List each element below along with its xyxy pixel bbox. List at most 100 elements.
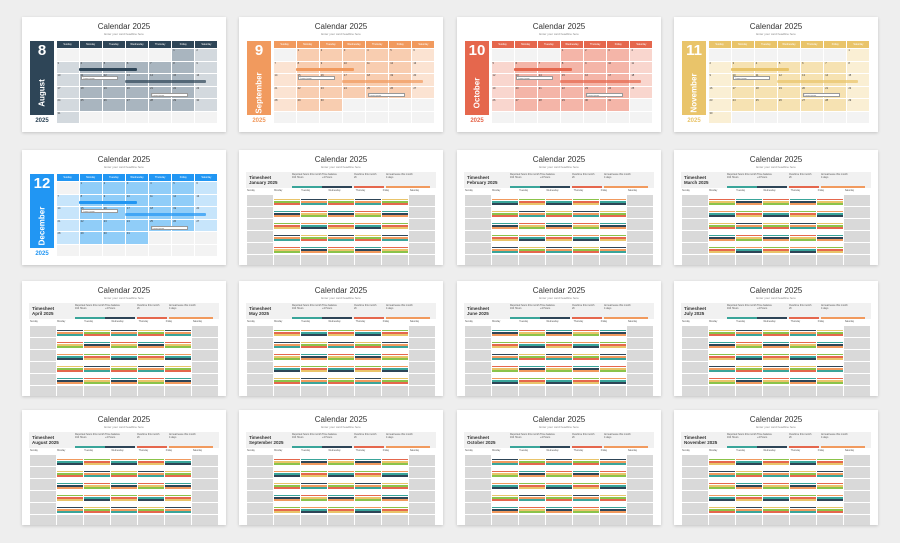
day-cell[interactable] <box>817 479 844 490</box>
day-cell[interactable] <box>754 111 777 123</box>
day-cell[interactable]: 29 <box>296 99 319 111</box>
slide-thumbnail[interactable]: Calendar 2025 Enter your card headline he… <box>457 410 661 525</box>
day-cell[interactable]: 10 <box>125 194 149 206</box>
day-cell[interactable] <box>192 503 219 514</box>
day-cell[interactable]: 21 <box>149 86 172 98</box>
day-cell[interactable] <box>273 219 300 230</box>
day-cell[interactable] <box>817 374 844 385</box>
day-cell[interactable] <box>817 362 844 373</box>
day-cell[interactable] <box>195 244 218 256</box>
day-cell[interactable] <box>246 491 273 502</box>
day-cell[interactable] <box>708 467 735 478</box>
day-cell[interactable] <box>681 503 708 514</box>
day-cell[interactable] <box>735 467 762 478</box>
day-cell[interactable] <box>573 386 600 396</box>
day-cell[interactable] <box>627 467 654 478</box>
day-cell[interactable]: 11 <box>366 61 389 73</box>
day-cell[interactable] <box>464 243 491 254</box>
day-cell[interactable] <box>790 386 817 396</box>
day-cell[interactable] <box>300 467 327 478</box>
day-cell[interactable] <box>110 362 138 373</box>
day-cell[interactable] <box>355 243 382 254</box>
day-cell[interactable] <box>491 326 518 337</box>
day-cell[interactable] <box>409 243 436 254</box>
day-cell[interactable] <box>735 374 762 385</box>
day-cell[interactable] <box>327 231 355 242</box>
day-cell[interactable] <box>192 338 219 349</box>
day-cell[interactable] <box>545 479 573 490</box>
day-cell[interactable] <box>29 326 56 337</box>
day-cell[interactable] <box>844 243 871 254</box>
day-cell[interactable] <box>817 326 844 337</box>
day-cell[interactable]: 22 <box>79 219 102 231</box>
day-cell[interactable] <box>600 195 627 206</box>
day-cell[interactable] <box>708 49 731 61</box>
day-cell[interactable]: 17 <box>342 74 366 86</box>
day-cell[interactable] <box>518 338 545 349</box>
day-cell[interactable] <box>389 111 412 123</box>
day-cell[interactable] <box>735 503 762 514</box>
day-cell[interactable] <box>110 326 138 337</box>
day-cell[interactable] <box>464 219 491 230</box>
day-cell[interactable]: 23 <box>102 219 125 231</box>
day-cell[interactable] <box>382 374 409 385</box>
day-cell[interactable] <box>708 207 735 218</box>
day-cell[interactable] <box>844 362 871 373</box>
day-cell[interactable] <box>518 491 545 502</box>
day-cell[interactable] <box>491 479 518 490</box>
day-cell[interactable] <box>56 338 83 349</box>
day-cell[interactable] <box>627 503 654 514</box>
day-cell[interactable] <box>491 491 518 502</box>
day-cell[interactable] <box>762 515 790 525</box>
day-cell[interactable] <box>801 111 824 123</box>
day-cell[interactable] <box>627 195 654 206</box>
day-cell[interactable] <box>327 386 355 396</box>
day-cell[interactable] <box>464 362 491 373</box>
day-cell[interactable] <box>790 455 817 466</box>
day-cell[interactable] <box>273 350 300 361</box>
day-cell[interactable]: 1 <box>847 49 870 61</box>
day-cell[interactable]: 31 <box>56 111 79 123</box>
day-cell[interactable] <box>847 111 870 123</box>
day-cell[interactable] <box>195 232 218 244</box>
event-bar[interactable] <box>125 213 207 216</box>
day-cell[interactable] <box>790 374 817 385</box>
day-cell[interactable] <box>273 338 300 349</box>
day-cell[interactable] <box>409 467 436 478</box>
day-cell[interactable] <box>627 326 654 337</box>
day-cell[interactable] <box>681 350 708 361</box>
day-cell[interactable] <box>708 515 735 525</box>
day-cell[interactable] <box>83 479 110 490</box>
day-cell[interactable] <box>327 243 355 254</box>
day-cell[interactable] <box>627 491 654 502</box>
day-cell[interactable] <box>327 338 355 349</box>
day-cell[interactable]: 10 <box>342 61 366 73</box>
day-cell[interactable] <box>627 455 654 466</box>
day-cell[interactable] <box>29 350 56 361</box>
day-cell[interactable] <box>110 515 138 525</box>
day-cell[interactable] <box>273 479 300 490</box>
day-cell[interactable] <box>192 455 219 466</box>
day-cell[interactable] <box>382 195 409 206</box>
day-cell[interactable] <box>355 231 382 242</box>
day-cell[interactable]: 18 <box>366 74 389 86</box>
day-cell[interactable]: 21 <box>824 86 847 98</box>
day-cell[interactable] <box>762 479 790 490</box>
day-cell[interactable] <box>573 195 600 206</box>
day-cell[interactable]: 21 <box>56 219 79 231</box>
day-cell[interactable] <box>409 338 436 349</box>
day-cell[interactable]: 7 <box>273 61 296 73</box>
day-cell[interactable] <box>56 350 83 361</box>
day-cell[interactable] <box>56 244 79 256</box>
day-cell[interactable] <box>681 479 708 490</box>
day-cell[interactable]: 22 <box>560 86 584 98</box>
day-cell[interactable]: 9 <box>584 61 607 73</box>
day-cell[interactable] <box>735 243 762 254</box>
day-cell[interactable]: 24 <box>125 219 149 231</box>
day-cell[interactable] <box>573 455 600 466</box>
day-cell[interactable] <box>464 467 491 478</box>
event-note[interactable]: Lorem ipsum <box>81 209 119 213</box>
day-cell[interactable]: 30 <box>195 99 218 111</box>
day-cell[interactable] <box>246 207 273 218</box>
day-cell[interactable] <box>382 326 409 337</box>
